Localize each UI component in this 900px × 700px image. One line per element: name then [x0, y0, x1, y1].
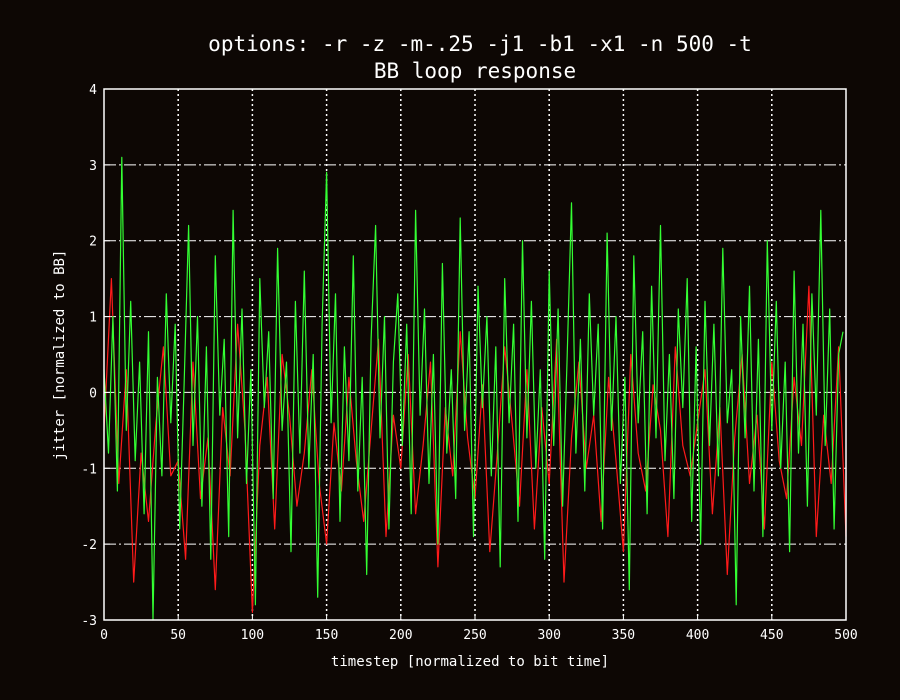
x-tick-label-100: 100: [241, 628, 264, 643]
grid-layer: [104, 89, 846, 620]
series-line-2: [103, 156, 844, 621]
y-axis-label: jitter [normalized to BB]: [52, 250, 68, 461]
chart-subtitle: BB loop response: [374, 59, 576, 83]
y-tick-label-2: 2: [89, 235, 97, 250]
series-line-1: [103, 278, 847, 614]
y-tick-label-1: 1: [89, 311, 97, 326]
x-tick-label-50: 50: [170, 628, 186, 643]
x-tick-label-300: 300: [537, 628, 560, 643]
y-tick-label-4: 4: [89, 83, 97, 98]
x-tick-label-500: 500: [834, 628, 857, 643]
x-tick-label-400: 400: [686, 628, 709, 643]
x-tick-label-0: 0: [100, 628, 108, 643]
x-tick-label-250: 250: [463, 628, 486, 643]
y-tick-label--3: -3: [81, 614, 97, 629]
y-tick-label-0: 0: [89, 386, 97, 401]
x-tick-label-450: 450: [760, 628, 783, 643]
series-layer: [103, 156, 847, 621]
tick-layer: 0 50 100 150 200 250 300 350 400 450 500 -3 -2 -1 0 1 2 3…: [81, 83, 857, 643]
chart-title: options: -r -z -m-.25 -j1 -b1 -x1 -n 500…: [208, 32, 752, 56]
y-tick-label--1: -1: [81, 462, 97, 477]
x-tick-label-350: 350: [612, 628, 635, 643]
x-tick-label-200: 200: [389, 628, 412, 643]
y-tick-label-3: 3: [89, 159, 97, 174]
y-tick-label--2: -2: [81, 538, 97, 553]
x-tick-label-150: 150: [315, 628, 338, 643]
x-axis-label: timestep [normalized to bit time]: [331, 654, 609, 670]
